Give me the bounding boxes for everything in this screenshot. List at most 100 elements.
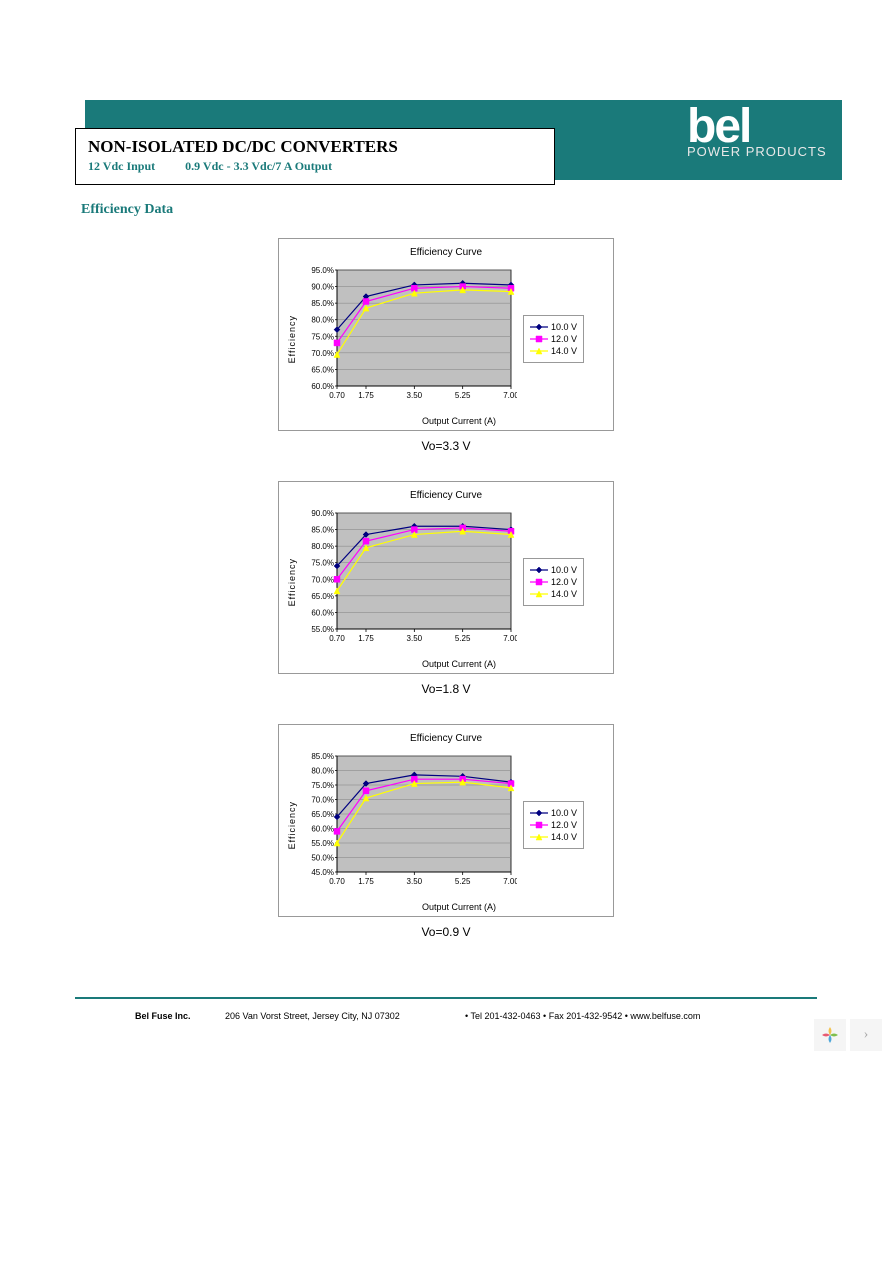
chart-caption: Vo=3.3 V [421, 439, 470, 453]
footer-company: Bel Fuse Inc. [135, 1011, 225, 1021]
section-heading: Efficiency Data [81, 202, 817, 218]
logo-tagline: POWER PRODUCTS [687, 144, 842, 159]
y-axis-label: Efficiency [287, 801, 297, 849]
x-axis-label: Output Current (A) [313, 416, 605, 426]
chart-caption: Vo=1.8 V [421, 682, 470, 696]
x-tick-label: 7.00 [503, 391, 517, 400]
doc-title: NON-ISOLATED DC/DC CONVERTERS [88, 137, 542, 157]
y-tick-label: 70.0% [311, 796, 334, 805]
y-tick-label: 60.0% [311, 382, 334, 391]
legend-label: 10.0 V [551, 808, 577, 818]
x-tick-label: 5.25 [455, 877, 471, 886]
chart-legend: 10.0 V 12.0 V 14.0 V [523, 315, 584, 363]
y-tick-label: 85.0% [311, 752, 334, 761]
y-tick-label: 90.0% [311, 283, 334, 292]
x-tick-label: 0.70 [329, 877, 345, 886]
doc-subtitle: 12 Vdc Input0.9 Vdc - 3.3 Vdc/7 A Output [88, 159, 542, 174]
x-tick-label: 1.75 [358, 877, 374, 886]
y-tick-label: 45.0% [311, 868, 334, 877]
y-tick-label: 60.0% [311, 825, 334, 834]
title-box: NON-ISOLATED DC/DC CONVERTERS 12 Vdc Inp… [75, 128, 555, 185]
legend-item-2: 14.0 V [530, 832, 577, 842]
chart-wrap-2: Efficiency Curve Efficiency 45.0% 50.0% 55… [278, 724, 614, 939]
y-tick-label: 60.0% [311, 608, 334, 617]
efficiency-chart-1: 55.0% 60.0% 65.0% 70.0% 75.0% 80.0% 85.0% 90.0%… [297, 507, 517, 657]
legend-item-1: 12.0 V [530, 820, 577, 830]
series-marker-1 [334, 828, 340, 834]
footer: Bel Fuse Inc. 206 Van Vorst Street, Jers… [75, 997, 817, 1021]
legend-item-2: 14.0 V [530, 589, 577, 599]
chart-wrap-1: Efficiency Curve Efficiency 55.0% 60.0% 65… [278, 481, 614, 696]
y-tick-label: 75.0% [311, 781, 334, 790]
logo-text: bel [687, 108, 842, 146]
chart-title: Efficiency Curve [287, 490, 605, 501]
y-tick-label: 70.0% [311, 575, 334, 584]
brand-logo: bel POWER PRODUCTS [687, 100, 842, 180]
y-tick-label: 80.0% [311, 542, 334, 551]
series-marker-1 [334, 576, 340, 582]
y-tick-label: 80.0% [311, 767, 334, 776]
chart-box: Efficiency Curve Efficiency 60.0% 65.0% 70… [278, 238, 614, 431]
y-tick-label: 65.0% [311, 592, 334, 601]
y-tick-label: 90.0% [311, 509, 334, 518]
y-axis-label: Efficiency [287, 558, 297, 606]
legend-item-1: 12.0 V [530, 334, 577, 344]
footer-address: 206 Van Vorst Street, Jersey City, NJ 07… [225, 1011, 465, 1021]
legend-label: 10.0 V [551, 322, 577, 332]
y-axis-label: Efficiency [287, 315, 297, 363]
x-tick-label: 3.50 [407, 634, 423, 643]
y-tick-label: 75.0% [311, 332, 334, 341]
y-tick-label: 95.0% [311, 266, 334, 275]
y-tick-label: 80.0% [311, 316, 334, 325]
next-page-button[interactable]: › [850, 1019, 882, 1051]
header-bar: bel POWER PRODUCTS NON-ISOLATED DC/DC CO… [75, 100, 817, 180]
y-tick-label: 70.0% [311, 349, 334, 358]
legend-label: 12.0 V [551, 820, 577, 830]
y-tick-label: 85.0% [311, 299, 334, 308]
chart-title: Efficiency Curve [287, 247, 605, 258]
chart-title: Efficiency Curve [287, 733, 605, 744]
x-tick-label: 7.00 [503, 877, 517, 886]
legend-item-1: 12.0 V [530, 577, 577, 587]
datasheet-page: bel POWER PRODUCTS NON-ISOLATED DC/DC CO… [0, 0, 892, 1061]
legend-item-0: 10.0 V [530, 565, 577, 575]
x-tick-label: 3.50 [407, 877, 423, 886]
x-tick-label: 5.25 [455, 391, 471, 400]
x-axis-label: Output Current (A) [313, 659, 605, 669]
legend-label: 10.0 V [551, 565, 577, 575]
chart-legend: 10.0 V 12.0 V 14.0 V [523, 801, 584, 849]
efficiency-chart-2: 45.0% 50.0% 55.0% 60.0% 65.0% 70.0% 75.0% 80.0%… [297, 750, 517, 900]
legend-label: 14.0 V [551, 346, 577, 356]
subtitle-input: 12 Vdc Input [88, 159, 155, 173]
y-tick-label: 50.0% [311, 854, 334, 863]
series-marker-1 [363, 788, 369, 794]
chart-caption: Vo=0.9 V [421, 925, 470, 939]
y-tick-label: 55.0% [311, 625, 334, 634]
x-tick-label: 5.25 [455, 634, 471, 643]
legend-label: 14.0 V [551, 589, 577, 599]
legend-label: 12.0 V [551, 334, 577, 344]
legend-item-2: 14.0 V [530, 346, 577, 356]
y-tick-label: 65.0% [311, 365, 334, 374]
x-tick-label: 0.70 [329, 634, 345, 643]
chart-legend: 10.0 V 12.0 V 14.0 V [523, 558, 584, 606]
viewer-logo-button[interactable] [814, 1019, 846, 1051]
chart-box: Efficiency Curve Efficiency 45.0% 50.0% 55… [278, 724, 614, 917]
footer-contact: • Tel 201-432-0463 • Fax 201-432-9542 • … [465, 1011, 757, 1021]
series-marker-1 [363, 538, 369, 544]
series-marker-1 [334, 340, 340, 346]
legend-item-0: 10.0 V [530, 808, 577, 818]
chart-wrap-0: Efficiency Curve Efficiency 60.0% 65.0% 70… [278, 238, 614, 453]
legend-item-0: 10.0 V [530, 322, 577, 332]
y-tick-label: 85.0% [311, 526, 334, 535]
legend-label: 14.0 V [551, 832, 577, 842]
y-tick-label: 65.0% [311, 810, 334, 819]
y-tick-label: 55.0% [311, 839, 334, 848]
page-nav: › [814, 1019, 882, 1051]
x-tick-label: 7.00 [503, 634, 517, 643]
footer-rule [75, 997, 817, 999]
footer-row: Bel Fuse Inc. 206 Van Vorst Street, Jers… [75, 1011, 817, 1021]
y-tick-label: 75.0% [311, 559, 334, 568]
chart-box: Efficiency Curve Efficiency 55.0% 60.0% 65… [278, 481, 614, 674]
x-tick-label: 1.75 [358, 391, 374, 400]
